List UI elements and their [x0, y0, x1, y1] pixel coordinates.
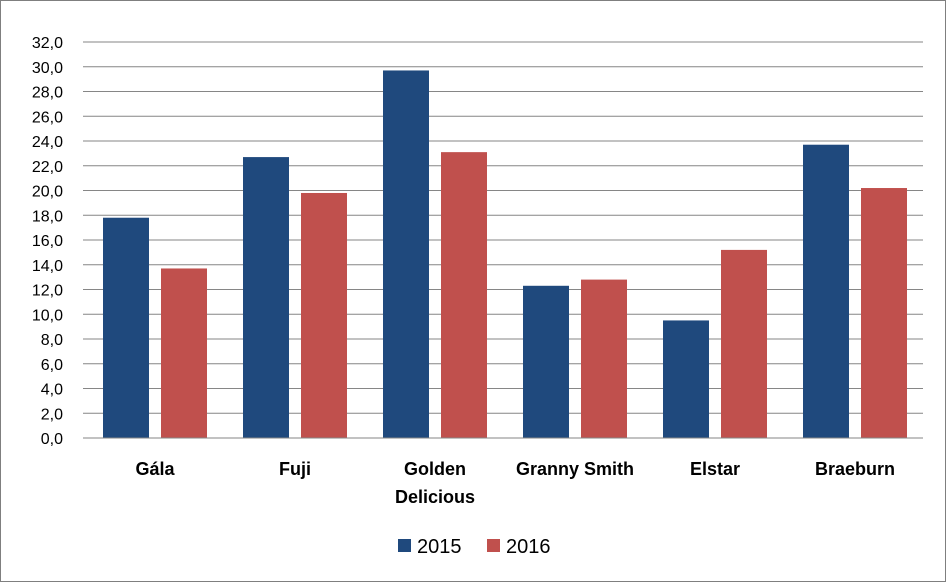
legend-label-2015: 2015: [417, 536, 462, 558]
category-label: Golden: [404, 459, 466, 479]
y-tick-label: 20,0: [32, 184, 63, 201]
y-tick-label: 4,0: [41, 382, 63, 399]
bar-2016-0: [161, 268, 207, 438]
y-axis-ticks: 0,0 2,0 4,0 6,0 8,0 10,0 12,0 14,0 16,0 18,0 20,0 2…: [32, 35, 63, 448]
category-label: Delicious: [395, 487, 475, 507]
y-tick-label: 16,0: [32, 233, 63, 250]
legend-swatch-2015: [398, 539, 411, 552]
legend: 2015 2016: [398, 536, 551, 558]
bar-2015-2: [383, 70, 429, 439]
bar-2016-1: [301, 192, 347, 438]
bar-2015-1: [243, 157, 289, 438]
bar-2015-5: [803, 144, 849, 438]
x-axis-categories: Gála Fuji Golden Delicious Granny Smith Elsta…: [135, 459, 895, 507]
y-tick-label: 6,0: [41, 357, 63, 374]
y-tick-label: 8,0: [41, 332, 63, 349]
y-tick-label: 14,0: [32, 258, 63, 275]
bar-2016-5: [861, 188, 907, 438]
y-tick-label: 10,0: [32, 307, 63, 324]
y-tick-label: 28,0: [32, 85, 63, 102]
category-label: Granny Smith: [516, 459, 634, 479]
bars: [103, 70, 907, 439]
y-tick-label: 32,0: [32, 35, 63, 52]
y-tick-label: 22,0: [32, 159, 63, 176]
y-tick-label: 26,0: [32, 109, 63, 126]
gridlines: [83, 41, 923, 414]
y-tick-label: 18,0: [32, 208, 63, 225]
category-label: Gála: [135, 459, 175, 479]
category-label: Fuji: [279, 459, 311, 479]
y-tick-label: 0,0: [41, 431, 63, 448]
y-tick-label: 30,0: [32, 60, 63, 77]
category-label: Braeburn: [815, 459, 895, 479]
bar-2015-4: [663, 320, 709, 438]
bar-2015-3: [523, 285, 569, 438]
legend-label-2016: 2016: [506, 536, 551, 558]
bar-2016-4: [721, 249, 767, 438]
y-tick-label: 2,0: [41, 406, 63, 423]
bar-2016-2: [441, 152, 487, 438]
bar-2015-0: [103, 217, 149, 438]
y-tick-label: 12,0: [32, 283, 63, 300]
bar-2016-3: [581, 279, 627, 438]
legend-swatch-2016: [487, 539, 500, 552]
category-label: Elstar: [690, 459, 740, 479]
y-tick-label: 24,0: [32, 134, 63, 151]
